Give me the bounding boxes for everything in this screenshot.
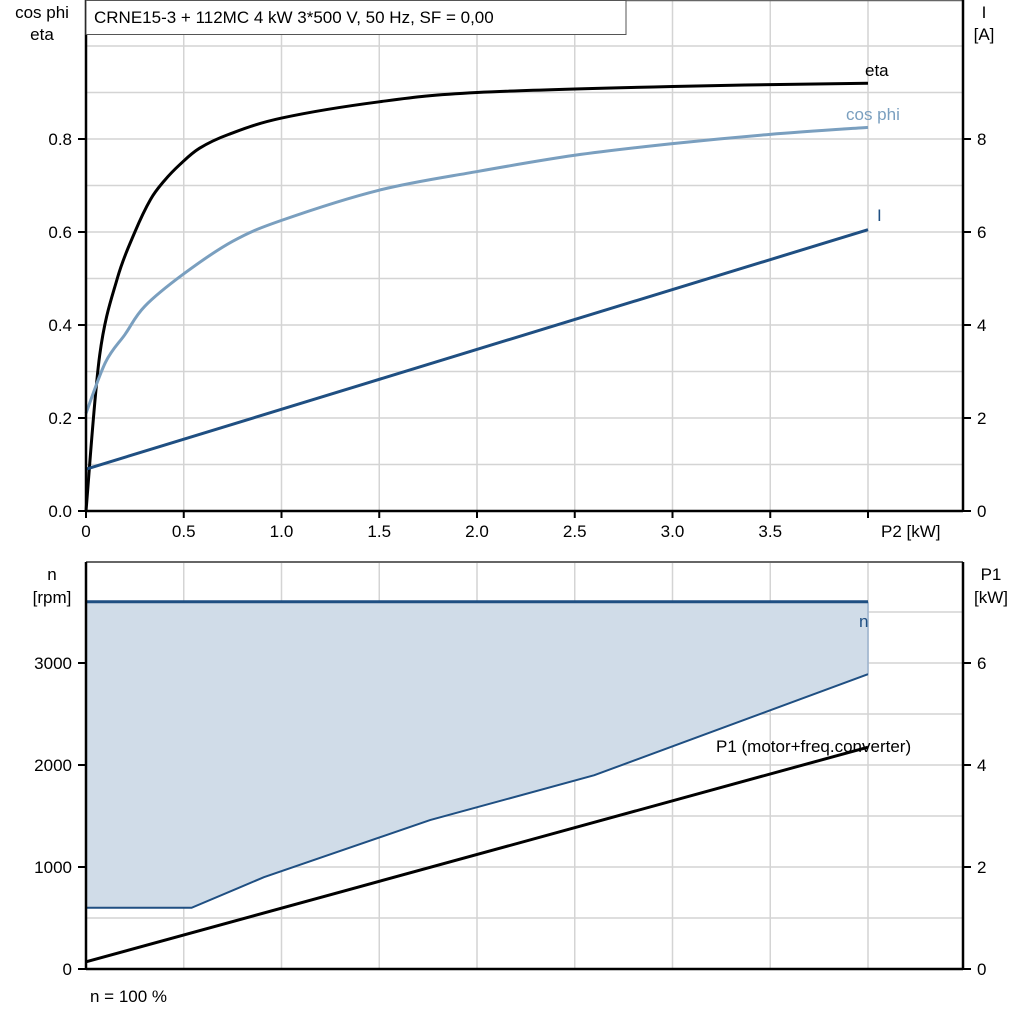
x-tick-label: 3.5 <box>758 522 782 541</box>
x-tick-label: 2.5 <box>563 522 587 541</box>
top-right-axis-label-2: [A] <box>974 25 995 44</box>
y-right-tick-label: 0 <box>977 502 986 521</box>
speed-annotation: n = 100 % <box>90 987 167 1006</box>
axes: 0 0.5 1.0 1.5 2.0 2.5 3.0 3.5 0.0 0.2 0.4 0.6 0.8 0 2 4… <box>34 0 986 979</box>
y-right-tick-label: 4 <box>977 756 986 775</box>
y-left-tick-label: 0.4 <box>48 316 72 335</box>
series-label-current: I <box>877 206 882 225</box>
y-right-tick-label: 8 <box>977 130 986 149</box>
y-right-tick-label: 0 <box>977 960 986 979</box>
series-line-cos-phi <box>84 125 869 414</box>
series-label-p1: P1 (motor+freq.converter) <box>716 737 911 756</box>
title-box <box>85 0 627 35</box>
x-axis-label: P2 [kW] <box>881 522 941 541</box>
bottom-right-axis-label-1: P1 <box>981 565 1002 584</box>
y-right-tick-label: 2 <box>977 409 986 428</box>
series-line-current <box>85 228 869 471</box>
series-line-min-speed <box>86 673 869 909</box>
top-right-axis-label-1: I <box>982 3 987 22</box>
y-left-tick-label: 0.8 <box>48 130 72 149</box>
x-tick-label: 0 <box>81 522 90 541</box>
series-label-cos-phi: cos phi <box>846 105 900 124</box>
bottom-right-axis-label-2: [kW] <box>974 588 1008 607</box>
y-left-tick-label: 3000 <box>34 654 72 673</box>
y-right-tick-label: 4 <box>977 316 986 335</box>
x-tick-label: 3.0 <box>661 522 685 541</box>
series-label-eta: eta <box>865 61 889 80</box>
series-line-eta <box>84 81 869 512</box>
y-left-tick-label: 2000 <box>34 756 72 775</box>
y-right-tick-label: 6 <box>977 654 986 673</box>
y-left-tick-label: 0.6 <box>48 223 72 242</box>
y-right-tick-label: 6 <box>977 223 986 242</box>
x-tick-label: 1.0 <box>270 522 294 541</box>
bottom-left-axis-label-1: n <box>47 565 56 584</box>
bottom-left-axis-label-2: [rpm] <box>33 588 72 607</box>
x-tick-label: 0.5 <box>172 522 196 541</box>
speed-range-area <box>86 601 868 908</box>
x-tick-label: 2.0 <box>465 522 489 541</box>
top-left-axis-label-1: cos phi <box>15 3 69 22</box>
top-left-axis-label-2: eta <box>30 25 54 44</box>
chart-title: CRNE15-3 + 112MC 4 kW 3*500 V, 50 Hz, SF… <box>94 8 494 27</box>
y-left-tick-label: 1000 <box>34 858 72 877</box>
y-left-tick-label: 0.0 <box>48 502 72 521</box>
y-left-tick-label: 0.2 <box>48 409 72 428</box>
y-right-tick-label: 2 <box>977 858 986 877</box>
top-grid <box>86 0 963 511</box>
chart-marks <box>84 81 869 964</box>
x-tick-label: 1.5 <box>367 522 391 541</box>
series-label-n: n <box>859 612 868 631</box>
series-line-p1 <box>85 745 869 964</box>
y-left-tick-label: 0 <box>63 960 72 979</box>
